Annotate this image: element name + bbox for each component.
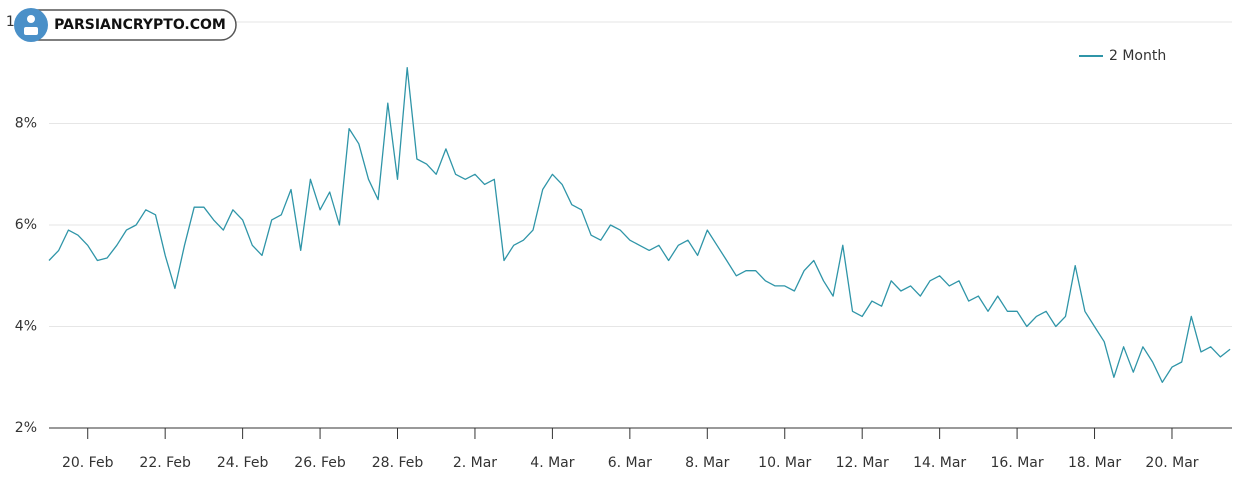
x-tick-label: 12. Mar: [836, 455, 889, 471]
x-tick-label: 16. Mar: [991, 455, 1044, 471]
y-tick-label: 6%: [15, 217, 37, 233]
x-tick-label: 22. Feb: [139, 455, 191, 471]
watermark-icon: [14, 8, 48, 42]
y-tick-label: 8%: [15, 116, 37, 132]
x-tick-label: 20. Feb: [62, 455, 114, 471]
x-tick-label: 6. Mar: [608, 455, 652, 471]
x-tick-label: 18. Mar: [1068, 455, 1121, 471]
watermark-icon-base: [24, 27, 38, 35]
watermark-text: PARSIANCRYPTO.COM: [54, 17, 226, 33]
legend-label: 2 Month: [1109, 48, 1166, 64]
watermark: PARSIANCRYPTO.COM: [14, 8, 237, 42]
x-tick-label: 28. Feb: [372, 455, 424, 471]
x-tick-label: 4. Mar: [530, 455, 574, 471]
x-tick-label: 2. Mar: [453, 455, 497, 471]
x-tick-label: 26. Feb: [294, 455, 346, 471]
watermark-icon-dot: [27, 15, 35, 23]
x-tick-label: 8. Mar: [685, 455, 729, 471]
x-tick-label: 14. Mar: [913, 455, 966, 471]
line-series: [48, 67, 1231, 383]
x-tick-label: 20. Mar: [1145, 455, 1198, 471]
y-tick-label: 2%: [15, 420, 37, 436]
x-tick-label: 24. Feb: [217, 455, 269, 471]
x-tick-label: 10. Mar: [758, 455, 811, 471]
y-tick-label: 4%: [15, 319, 37, 335]
